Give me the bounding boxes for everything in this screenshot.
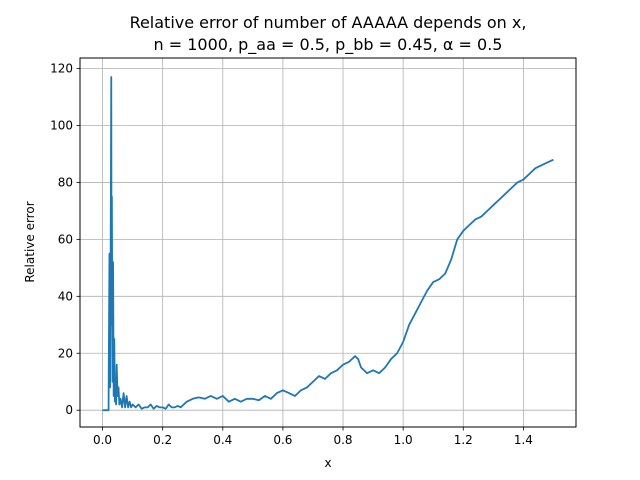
- x-tick-label: 1.4: [514, 433, 533, 447]
- x-tick-label: 1.2: [454, 433, 473, 447]
- y-tick-label: 60: [58, 232, 73, 246]
- x-tick-label: 1.0: [394, 433, 413, 447]
- x-tick-label: 0.2: [153, 433, 172, 447]
- x-axis-label: x: [324, 456, 331, 470]
- y-axis-label: Relative error: [23, 201, 37, 282]
- y-tick-label: 100: [50, 118, 73, 132]
- x-tick-label: 0.8: [333, 433, 352, 447]
- y-tick-label: 120: [50, 62, 73, 76]
- x-tick-label: 0.0: [93, 433, 112, 447]
- plot-area: [102, 76, 554, 412]
- x-tick-label: 0.4: [213, 433, 232, 447]
- x-axis: 0.0 0.2 0.4 0.6 0.8 1.0 1.2 1.4: [93, 427, 533, 447]
- y-tick-label: 0: [65, 403, 73, 417]
- y-tick-label: 40: [58, 289, 73, 303]
- y-tick-label: 80: [58, 175, 73, 189]
- series-line: [102, 76, 554, 412]
- x-tick-label: 0.6: [273, 433, 292, 447]
- y-axis: 0 20 40 60 80 100 120: [50, 62, 80, 417]
- axes-frame: [79, 57, 577, 428]
- chart-title-line2: n = 1000, p_aa = 0.5, p_bb = 0.45, α = 0…: [154, 35, 503, 55]
- y-tick-label: 20: [58, 346, 73, 360]
- grid: [80, 58, 576, 427]
- chart-title-line1: Relative error of number of AAAAA depend…: [130, 13, 527, 32]
